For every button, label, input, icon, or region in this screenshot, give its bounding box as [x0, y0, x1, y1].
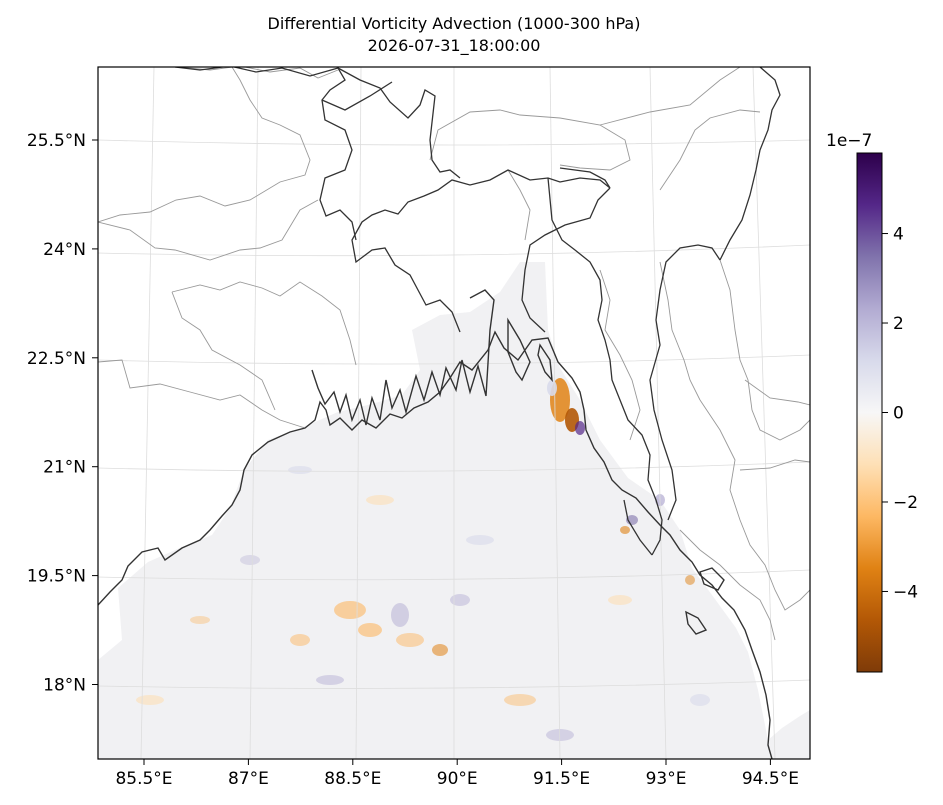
- border-assam: [599, 67, 741, 126]
- colorbar-tick-label: −2: [893, 493, 918, 513]
- coastline-sundarbans: [311, 289, 495, 426]
- anomaly-patch: [136, 695, 164, 705]
- border-nepal-india: [174, 67, 357, 241]
- colorbar-tick-label: 0: [893, 404, 904, 424]
- colorbar-ticks: 4 2 0 −2 −4: [882, 225, 918, 602]
- coastline-meghna: [507, 317, 531, 382]
- anomaly-patch: [450, 594, 470, 606]
- colorbar[interactable]: 1e−7 4 2 0 −2 −4: [826, 131, 918, 673]
- border-myanmar-south: [699, 399, 810, 611]
- coastline-cheduba: [685, 610, 708, 635]
- lat-tick-label: 22.5°N: [27, 349, 86, 369]
- map-frame: [97, 66, 811, 760]
- anomaly-patch: [466, 535, 494, 545]
- border-bangladesh-myanmar: [623, 499, 653, 556]
- anomaly-patch: [366, 495, 394, 505]
- border-mizoram: [659, 261, 701, 401]
- border-bangladesh-west: [429, 109, 631, 171]
- map-subtitle: 2026-07-31_18:00:00: [367, 36, 541, 55]
- border-bangladesh-tripura: [547, 177, 663, 556]
- gridlines: [98, 67, 810, 759]
- anomaly-patch: [190, 616, 210, 624]
- map-title: Differential Vorticity Advection (1000-3…: [267, 14, 641, 33]
- anomaly-patch: [685, 575, 695, 585]
- lat-tick-label: 21°N: [43, 458, 86, 478]
- border-jharkhand-south: [171, 281, 357, 366]
- gridline-lon-94.5: [752, 67, 776, 759]
- border-arakan: [679, 529, 776, 641]
- lon-tick-label: 90°E: [437, 769, 478, 789]
- anomaly-patch: [290, 634, 310, 646]
- anomaly-patch: [240, 555, 260, 565]
- anomaly-patch: [288, 466, 312, 474]
- coastline-india-east: [98, 330, 773, 759]
- border-odisha: [98, 359, 306, 429]
- border-bangladesh-india-east: [521, 187, 611, 333]
- lat-tick-label: 25.5°N: [27, 131, 86, 151]
- border-india-myanmar: [649, 244, 721, 521]
- border-nepal: [177, 67, 339, 79]
- lon-tick-label: 85.5°E: [115, 769, 172, 789]
- border-india-china-north: [559, 167, 611, 189]
- border-assam-south: [659, 109, 761, 191]
- anomaly-patch: [504, 694, 536, 706]
- border-bhutan: [337, 67, 461, 179]
- lon-tick-label: 88.5°E: [324, 769, 381, 789]
- anomaly-patch: [620, 526, 630, 534]
- lat-tick-label: 19.5°N: [27, 567, 86, 587]
- colorbar-tick-label: 2: [893, 314, 904, 334]
- anomaly-patch: [334, 601, 366, 619]
- coastline: [98, 289, 773, 759]
- anomaly-patch: [316, 675, 344, 685]
- gridline-lon-93: [649, 67, 667, 759]
- lon-tick-label: 94.5°E: [742, 769, 799, 789]
- border-odisha-west: [171, 291, 276, 411]
- colorbar-exponent-label: 1e−7: [826, 131, 872, 151]
- gridline-lon-88.5: [355, 67, 362, 759]
- border-india-north: [98, 67, 311, 223]
- border-myanmar-mid: [744, 379, 810, 406]
- national-borders: [174, 67, 781, 556]
- longitude-tick-labels: 85.5°E 87°E 88.5°E 90°E 91.5°E 93°E 94.5°E: [115, 759, 799, 789]
- lat-tick-label: 18°N: [43, 676, 86, 696]
- gridline-lon-85.5: [140, 67, 155, 759]
- border-myanmar-ew: [739, 459, 810, 471]
- gridline-lon-87: [249, 67, 259, 759]
- lon-tick-label: 93°E: [646, 769, 687, 789]
- lon-tick-label: 91.5°E: [533, 769, 590, 789]
- anomaly-patch: [608, 595, 632, 605]
- state-borders: [98, 67, 810, 641]
- colorbar-tick-label: −4: [893, 582, 918, 602]
- anomaly-patch: [358, 623, 382, 637]
- border-tripura: [599, 269, 641, 441]
- map-area[interactable]: [98, 66, 810, 759]
- anomaly-patch: [432, 644, 448, 656]
- lat-tick-label: 24°N: [43, 240, 86, 260]
- border-bihar-jharkhand: [98, 199, 319, 261]
- border-manipur: [719, 259, 810, 441]
- border-assam-myanmar: [719, 67, 781, 261]
- coastline-bhola: [537, 343, 553, 383]
- colorbar-tick-label: 4: [893, 225, 904, 245]
- coastline-myanmar-islands: [699, 567, 725, 591]
- anomaly-patch: [690, 694, 710, 706]
- latitude-tick-labels: 25.5°N 24°N 22.5°N 21°N 19.5°N 18°N: [27, 131, 98, 696]
- anomaly-patch: [391, 603, 409, 627]
- lon-tick-label: 87°E: [228, 769, 269, 789]
- data-field-coastal-blank: [98, 588, 122, 660]
- border-nepal-east: [321, 81, 393, 111]
- border-bangladesh-india-west: [351, 169, 611, 333]
- gridline-lon-91.5: [549, 67, 561, 759]
- anomaly-patch: [396, 633, 424, 647]
- anomaly-patch: [575, 421, 585, 435]
- anomaly-patch: [547, 380, 557, 396]
- border-meghalaya: [507, 169, 531, 241]
- colorbar-gradient: [857, 153, 882, 672]
